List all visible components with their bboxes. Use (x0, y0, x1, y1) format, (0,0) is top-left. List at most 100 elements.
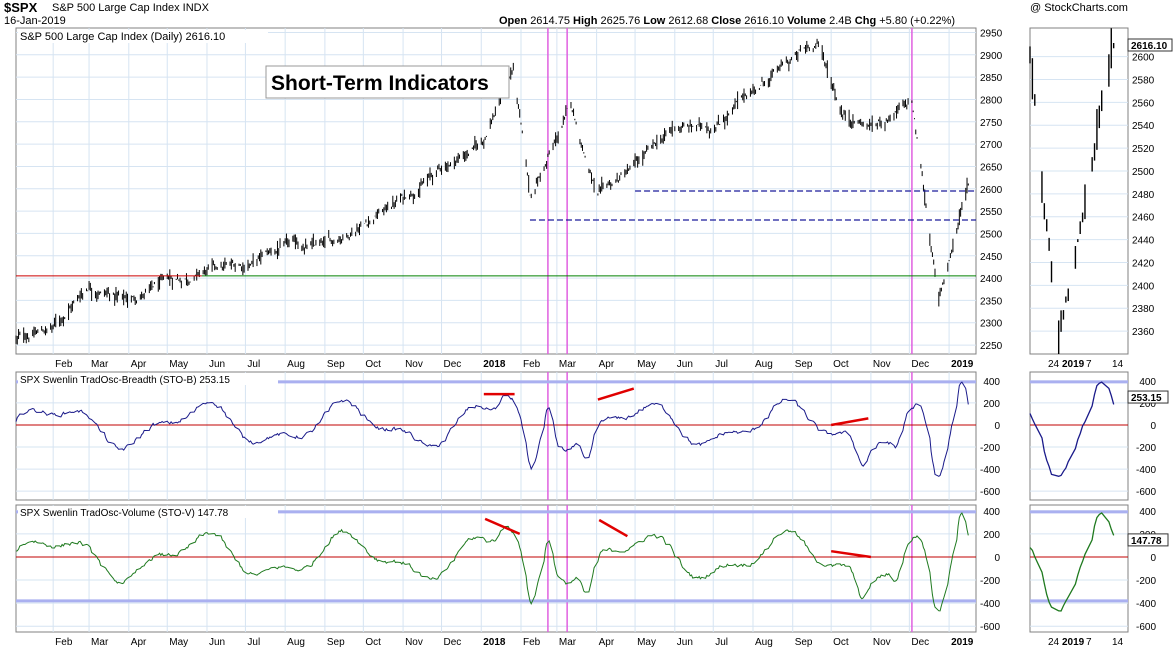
x-axis-tick: Aug (287, 637, 305, 648)
x-axis-tick: Mar (91, 359, 109, 370)
x-axis-tick: Aug (755, 637, 773, 648)
price-axis-tick: 2700 (980, 140, 1003, 151)
osc-title-bg (18, 373, 278, 385)
breadth-last-value-tag (1127, 390, 1169, 404)
x-axis-tick: Feb (523, 637, 541, 648)
volume-line (15, 512, 969, 612)
divergence-line (830, 549, 872, 559)
x-axis-tick: 2018 (483, 637, 506, 648)
osc-axis-tick: -600 (980, 487, 1000, 498)
price-panel-title: S&P 500 Large Cap Index (Daily) 2616.10 (20, 31, 225, 43)
side-price-tick: 2580 (1132, 75, 1155, 86)
annotation-text: Short-Term Indicators (271, 72, 489, 95)
x-axis-tick: Nov (873, 637, 891, 648)
side-x-axis-tick: 2019 (1062, 637, 1085, 648)
osc-title-bg (18, 506, 278, 518)
x-axis-tick: Sep (795, 359, 813, 370)
osc-axis-tick: 200 (983, 530, 1000, 541)
osc-axis-tick: -200 (980, 576, 1000, 587)
breadth-line (15, 381, 969, 477)
osc-axis-tick: -400 (980, 465, 1000, 476)
x-axis-tick: Feb (55, 359, 73, 370)
ohlc-readout: Open 2614.75 High 2625.76 Low 2612.68 Cl… (499, 15, 956, 27)
side-osc-axis-tick: -600 (1136, 487, 1156, 498)
chart-date: 16-Jan-2019 (4, 15, 66, 27)
side-osc-axis-tick: 200 (1139, 399, 1156, 410)
price-axis-tick: 2650 (980, 162, 1003, 173)
osc-axis-tick: 200 (983, 399, 1000, 410)
x-axis-tick: Mar (559, 637, 577, 648)
side-price-tick: 2380 (1132, 304, 1155, 315)
price-axis-tick: 2250 (980, 341, 1003, 352)
price-axis-tick: 2500 (980, 229, 1003, 240)
osc-axis-tick: -600 (980, 622, 1000, 633)
x-axis-tick: May (169, 637, 188, 648)
price-axis-tick: 2300 (980, 319, 1003, 330)
x-axis-tick: 2018 (483, 359, 506, 370)
x-axis-tick: Nov (873, 359, 891, 370)
side-osc-axis-tick: -600 (1136, 622, 1156, 633)
price-axis-tick: 2900 (980, 51, 1003, 62)
side-price-tick: 2600 (1132, 53, 1155, 64)
panel-1-frame (15, 371, 977, 501)
divergence-line (484, 517, 521, 536)
osc-axis-tick: -200 (980, 443, 1000, 454)
price-title-bg (18, 30, 268, 43)
x-axis-tick: Dec (444, 637, 462, 648)
side-price-tick: 2420 (1132, 258, 1155, 269)
annotation-box (265, 65, 510, 99)
osc-axis-tick: 400 (983, 507, 1000, 518)
side-osc-axis-tick: -200 (1136, 576, 1156, 587)
price-axis-tick: 2400 (980, 274, 1003, 285)
x-axis-tick: Oct (833, 359, 849, 370)
x-axis-tick: Oct (833, 637, 849, 648)
side-price-tick: 2460 (1132, 213, 1155, 224)
osc-axis-tick: -400 (980, 599, 1000, 610)
x-axis-tick: Dec (444, 359, 462, 370)
panel-2-frame (15, 504, 977, 633)
x-axis-tick: Nov (405, 637, 423, 648)
side-price-tick: 2560 (1132, 98, 1155, 109)
x-axis-tick: Jul (715, 637, 728, 648)
side-x-axis-tick: 24 (1048, 359, 1060, 370)
divergence-line (598, 518, 628, 538)
x-axis-tick: 2019 (951, 359, 974, 370)
price-axis-tick: 2350 (980, 296, 1003, 307)
volume-panel-title: SPX Swenlin TradOsc-Volume (STO-V) 147.7… (20, 508, 229, 519)
side-osc-axis-tick: 0 (1150, 421, 1156, 432)
x-axis-tick: Sep (795, 637, 813, 648)
side-x-axis-tick: 14 (1112, 359, 1124, 370)
x-axis-tick: Apr (599, 637, 615, 648)
x-axis-tick: Oct (365, 637, 381, 648)
breadth-panel-title: SPX Swenlin TradOsc-Breadth (STO-B) 253.… (20, 375, 230, 386)
ticker-symbol: $SPX (4, 0, 38, 15)
side-osc-axis-tick: 400 (1139, 377, 1156, 388)
side-osc-axis-tick: -400 (1136, 465, 1156, 476)
x-axis-tick: May (637, 637, 656, 648)
x-axis-tick: Feb (523, 359, 541, 370)
x-axis-tick: Mar (559, 359, 577, 370)
side-x-axis-tick: 14 (1112, 637, 1124, 648)
x-axis-tick: Apr (599, 359, 615, 370)
side-price-tick: 2360 (1132, 327, 1155, 338)
price-axis-tick: 2600 (980, 185, 1003, 196)
x-axis-tick: Apr (131, 359, 147, 370)
side-osc-axis-tick: 400 (1139, 507, 1156, 518)
side-price-bars (1029, 28, 1115, 354)
side-x-axis-tick: 7 (1086, 359, 1092, 370)
x-axis-tick: Aug (287, 359, 305, 370)
x-axis-tick: Mar (91, 637, 109, 648)
volume-last-value-tag (1127, 533, 1169, 547)
divergence-line (597, 387, 635, 401)
side-x-axis-tick: 2019 (1062, 359, 1085, 370)
x-axis-tick: Jun (677, 637, 693, 648)
osc-axis-tick: 0 (994, 553, 1000, 564)
price-bars (15, 38, 969, 345)
volume-side-line (1029, 512, 1115, 612)
price-axis-tick: 2800 (980, 95, 1003, 106)
volume-last-value: 147.78 (1131, 536, 1162, 547)
x-axis-tick: 2019 (951, 637, 974, 648)
x-axis-tick: Sep (327, 359, 345, 370)
stockcharts-credit: @ StockCharts.com (1030, 2, 1128, 14)
side-osc-axis-tick: -200 (1136, 443, 1156, 454)
